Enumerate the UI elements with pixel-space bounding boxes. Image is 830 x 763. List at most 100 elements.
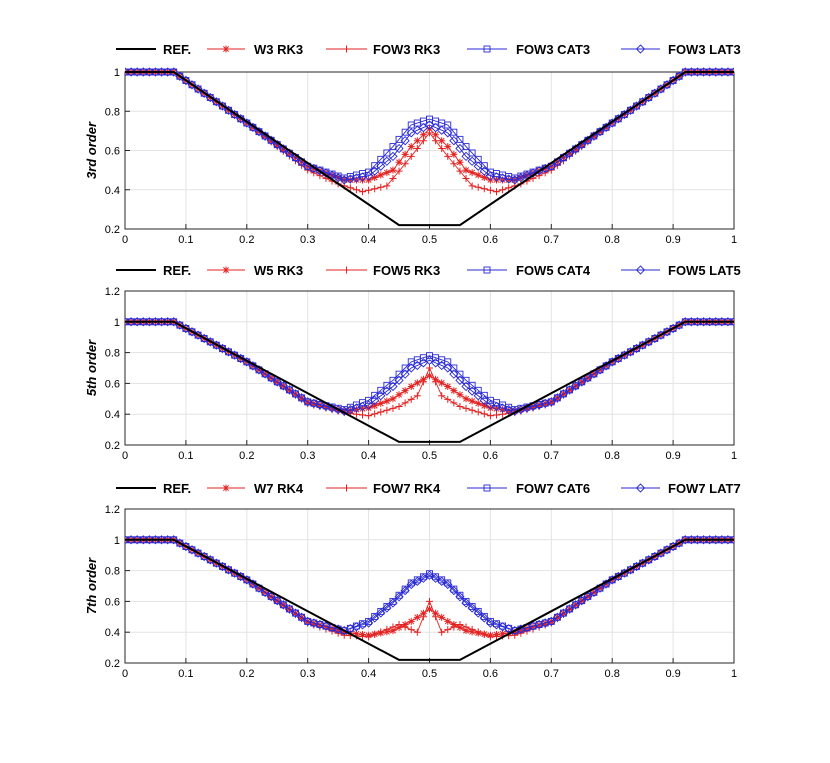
- x-tick-label: 0.3: [300, 450, 315, 462]
- x-tick-label: 0.7: [544, 234, 559, 246]
- legend-marker: [222, 45, 230, 53]
- data-point: [401, 160, 409, 168]
- x-tick-label: 0.8: [605, 668, 620, 680]
- data-point: [438, 628, 446, 636]
- data-point: [371, 402, 379, 410]
- data-point: [705, 317, 715, 327]
- data-point: [651, 89, 659, 97]
- data-point: [365, 396, 373, 404]
- data-point: [394, 143, 404, 154]
- data-point: [564, 604, 575, 614]
- x-tick-label: 0.2: [239, 234, 254, 246]
- data-point: [156, 535, 167, 545]
- data-point: [285, 386, 293, 394]
- x-tick-label: 0.8: [605, 450, 620, 462]
- data-point: [365, 404, 373, 412]
- data-point: [578, 378, 586, 386]
- data-point: [169, 67, 179, 77]
- data-point: [705, 535, 715, 545]
- data-point: [729, 535, 734, 545]
- data-point: [223, 105, 234, 115]
- y-tick-label: 0.6: [105, 378, 120, 390]
- data-point: [504, 174, 514, 184]
- data-point: [394, 375, 404, 385]
- data-point: [456, 370, 464, 378]
- data-point: [363, 618, 374, 628]
- data-point: [449, 369, 459, 379]
- legend-label: REF.: [163, 42, 191, 57]
- data-point: [461, 151, 471, 162]
- axes-frame: [124, 290, 735, 446]
- data-point: [242, 575, 252, 585]
- legend-label: FOW7 LAT7: [668, 481, 741, 496]
- data-point: [388, 381, 398, 392]
- data-point: [407, 382, 415, 390]
- data-point: [382, 386, 392, 396]
- data-point: [473, 161, 483, 171]
- data-point: [365, 633, 373, 641]
- x-tick-label: 0.2: [239, 450, 254, 462]
- data-point: [450, 399, 458, 407]
- data-point: [444, 152, 452, 160]
- data-point: [363, 171, 374, 181]
- data-point: [455, 375, 465, 385]
- data-point: [242, 357, 252, 367]
- data-point: [639, 98, 647, 106]
- data-point: [383, 182, 391, 190]
- data-point: [359, 405, 367, 413]
- data-point: [150, 535, 161, 545]
- data-point: [485, 400, 496, 410]
- data-point: [296, 393, 307, 403]
- data-point: [455, 143, 465, 154]
- data-point: [560, 390, 567, 398]
- data-point: [248, 122, 258, 132]
- x-tick-label: 1: [731, 668, 737, 680]
- data-point: [169, 317, 179, 327]
- data-point: [572, 382, 580, 390]
- data-point: [389, 166, 397, 174]
- data-point: [485, 171, 496, 181]
- data-point: [686, 67, 697, 77]
- data-point: [242, 118, 252, 128]
- data-point: [474, 628, 482, 636]
- data-point: [424, 570, 435, 580]
- x-tick-label: 0.8: [605, 234, 620, 246]
- data-point: [273, 597, 281, 605]
- data-point: [455, 592, 465, 602]
- data-point: [491, 620, 502, 630]
- data-point: [412, 576, 422, 587]
- y-tick-label: 1.2: [105, 504, 120, 516]
- data-point: [229, 109, 240, 120]
- data-point: [426, 364, 433, 372]
- data-point: [359, 188, 367, 196]
- data-point: [365, 412, 373, 420]
- data-point: [607, 357, 617, 367]
- data-point: [450, 364, 458, 372]
- data-point: [486, 404, 494, 412]
- data-point: [492, 632, 500, 640]
- data-point: [473, 391, 483, 401]
- data-point: [413, 392, 421, 400]
- data-point: [383, 397, 391, 405]
- data-point: [479, 395, 489, 405]
- data-point: [444, 121, 452, 129]
- y-axis-label: 3rd order: [84, 121, 99, 179]
- data-point: [462, 143, 470, 151]
- data-point: [432, 137, 440, 145]
- data-point: [132, 67, 142, 77]
- data-point: [663, 81, 671, 89]
- data-point: [346, 184, 354, 192]
- data-point: [479, 613, 489, 623]
- data-point: [657, 85, 665, 93]
- data-point: [278, 381, 288, 391]
- x-tick-label: 0.6: [483, 450, 498, 462]
- data-point: [584, 593, 592, 600]
- x-tick-label: 0.6: [483, 234, 498, 246]
- data-point: [150, 317, 161, 327]
- data-point: [395, 403, 403, 410]
- data-point: [156, 317, 167, 327]
- data-point: [126, 535, 136, 545]
- data-point: [437, 576, 447, 587]
- data-point: [389, 174, 397, 182]
- legend-label: FOW5 CAT4: [516, 263, 591, 278]
